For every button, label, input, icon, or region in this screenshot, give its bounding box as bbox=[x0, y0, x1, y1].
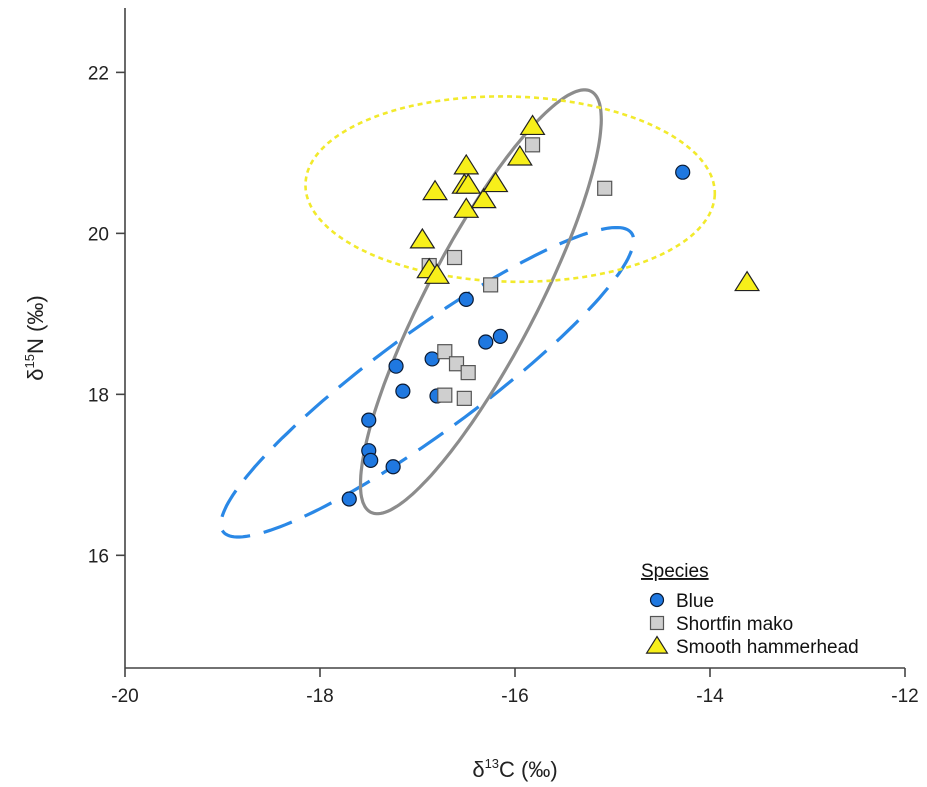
x-axis-title-prefix: δ bbox=[472, 757, 484, 782]
x-tick-label: -18 bbox=[306, 686, 333, 707]
point-blue bbox=[361, 412, 377, 428]
point-smooth-hammerhead bbox=[409, 227, 436, 249]
point-blue bbox=[675, 164, 691, 180]
y-axis-title-suffix: N (‰) bbox=[23, 295, 48, 354]
ellipse-blue bbox=[219, 226, 636, 539]
y-axis-ticks: 16 18 20 22 bbox=[88, 63, 125, 567]
point-blue bbox=[395, 383, 411, 399]
legend-marker-blue bbox=[649, 592, 665, 608]
point-smooth-hammerhead bbox=[422, 179, 449, 201]
y-axis-title-sup: 15 bbox=[22, 354, 37, 368]
x-tick-label: -12 bbox=[891, 686, 918, 707]
x-axis-title: δ13C (‰) bbox=[472, 756, 557, 782]
legend-label-blue: Blue bbox=[676, 591, 714, 612]
legend-marker-shortfin-mako bbox=[649, 615, 665, 631]
point-smooth-hammerhead bbox=[470, 187, 497, 209]
point-smooth-hammerhead bbox=[455, 173, 482, 194]
x-axis-title-sup: 13 bbox=[485, 756, 499, 771]
y-tick-label: 20 bbox=[88, 224, 109, 245]
point-blue bbox=[385, 459, 401, 475]
legend-marker-smooth-hammerhead bbox=[645, 635, 669, 654]
ellipse-shortfin-mako bbox=[358, 88, 603, 516]
y-tick-label: 18 bbox=[88, 385, 109, 406]
point-smooth-hammerhead bbox=[506, 144, 533, 166]
point-smooth-hammerhead bbox=[519, 114, 546, 136]
point-shortfin-mako bbox=[437, 344, 453, 360]
point-blue bbox=[478, 334, 494, 350]
y-tick-label: 22 bbox=[88, 63, 109, 84]
point-smooth-hammerhead bbox=[453, 153, 480, 175]
x-axis-title-suffix: C (‰) bbox=[499, 757, 558, 782]
x-axis-ticks: -20 -18 -16 -14 -12 bbox=[111, 668, 919, 707]
points-layer bbox=[341, 114, 761, 507]
y-tick-label: 16 bbox=[88, 546, 109, 567]
y-axis-title-prefix: δ bbox=[23, 368, 48, 380]
ellipse-smooth-hammerhead bbox=[304, 95, 717, 284]
point-shortfin-mako bbox=[483, 277, 499, 293]
y-axis-title: δ15N (‰) bbox=[22, 295, 48, 380]
x-tick-label: -14 bbox=[696, 686, 724, 707]
point-shortfin-mako bbox=[446, 249, 463, 266]
point-shortfin-mako bbox=[437, 387, 453, 403]
point-blue bbox=[458, 291, 474, 307]
point-blue bbox=[492, 328, 508, 344]
point-smooth-hammerhead bbox=[424, 263, 450, 284]
legend-label-smooth-hammerhead: Smooth hammerhead bbox=[676, 637, 859, 658]
point-shortfin-mako bbox=[524, 137, 541, 153]
point-shortfin-mako bbox=[448, 356, 465, 372]
x-tick-label: -20 bbox=[111, 686, 138, 707]
legend-title: Species bbox=[641, 561, 709, 582]
point-shortfin-mako bbox=[597, 180, 613, 196]
legend-label-shortfin-mako: Shortfin mako bbox=[676, 614, 793, 635]
point-shortfin-mako bbox=[456, 390, 472, 406]
point-blue bbox=[424, 351, 440, 367]
point-shortfin-mako bbox=[460, 365, 476, 381]
point-blue bbox=[341, 491, 357, 507]
point-smooth-hammerhead bbox=[482, 171, 509, 193]
point-blue bbox=[388, 358, 404, 374]
x-tick-label: -16 bbox=[501, 686, 528, 707]
point-blue bbox=[363, 452, 379, 468]
point-smooth-hammerhead bbox=[734, 270, 761, 292]
